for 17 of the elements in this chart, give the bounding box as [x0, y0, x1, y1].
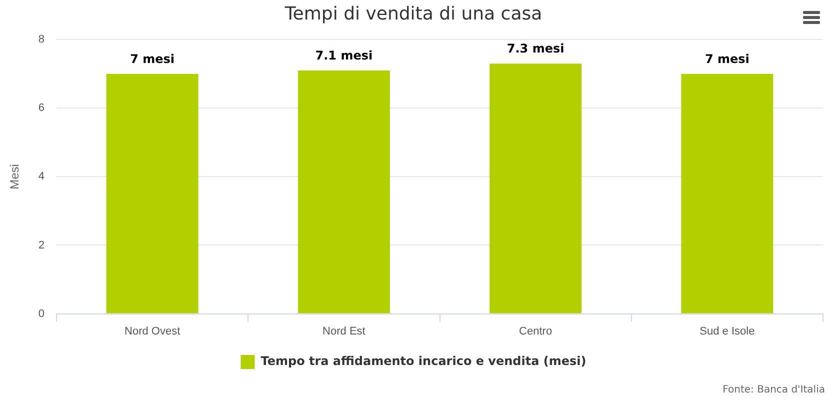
legend-label: Tempo tra affidamento incarico e vendita (mesi) — [260, 354, 586, 368]
source-note: Fonte: Banca d'Italia — [722, 384, 825, 396]
data-label: 7 mesi — [130, 52, 175, 66]
data-label: 7.3 mesi — [506, 42, 564, 56]
y-tick-label: 4 — [38, 170, 45, 183]
data-label: 7.1 mesi — [315, 48, 373, 63]
chart-title: Tempi di vendita di una casa — [284, 3, 542, 24]
x-tick-label: Nord Ovest — [124, 325, 180, 338]
x-tick-label: Sud e Isole — [700, 325, 755, 338]
y-tick-label: 8 — [38, 34, 45, 46]
y-axis-title: Mesi — [8, 164, 22, 190]
x-tick-label: Nord Est — [322, 325, 366, 338]
y-tick-label: 6 — [38, 102, 45, 114]
x-tick-label: Centro — [519, 325, 552, 338]
y-tick-label: 0 — [38, 308, 45, 320]
y-tick-label: 2 — [38, 239, 45, 252]
data-label: 7 mesi — [704, 52, 750, 66]
